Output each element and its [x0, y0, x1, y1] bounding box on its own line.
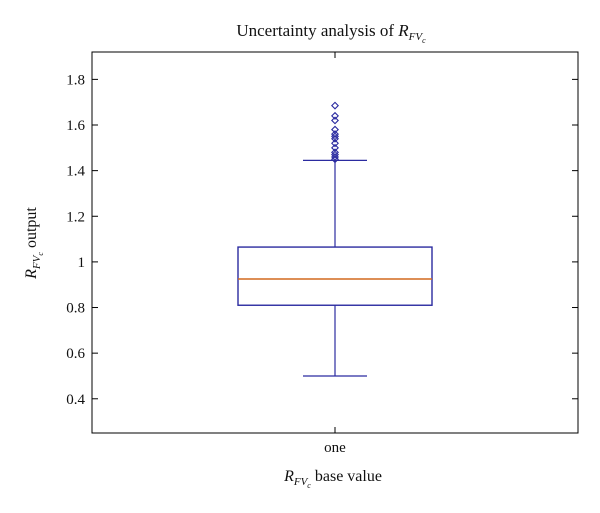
outlier-point [331, 125, 339, 134]
ylabel-symbol: R [23, 269, 40, 280]
y-tick-label: 0.6 [66, 346, 85, 362]
outlier-point [331, 111, 339, 120]
ylabel-suffix: output [23, 207, 40, 252]
chart-title: Uncertainty analysis of RFVc [236, 21, 426, 45]
title-subsubscript: c [422, 36, 426, 45]
outlier-point [331, 101, 339, 110]
y-tick-label: 1.2 [66, 209, 85, 225]
y-tick-label: 1 [78, 255, 86, 271]
y-tick-label: 1.4 [66, 164, 85, 180]
ylabel-subsubscript: c [36, 252, 45, 256]
box-plot-marks [237, 101, 433, 377]
outlier-point [331, 134, 339, 143]
x-tick-label: one [324, 440, 346, 456]
outlier-point [331, 143, 339, 152]
y-tick-label: 1.6 [66, 118, 85, 134]
outlier-point [331, 148, 339, 157]
title-prefix: Uncertainty analysis of [236, 21, 398, 40]
y-tick-label: 0.4 [66, 392, 85, 408]
outlier-point [331, 116, 339, 125]
xlabel-subsubscript: c [307, 481, 311, 490]
y-axis-label: RFVc output [23, 207, 45, 280]
xlabel-suffix: base value [311, 468, 382, 485]
outlier-point [331, 152, 339, 161]
xlabel-subscript: FV [293, 476, 309, 488]
outlier-point [331, 139, 339, 148]
title-subscript: FV [408, 31, 424, 43]
outlier-point [331, 130, 339, 139]
ylabel-subscript: FV [31, 254, 43, 270]
outlier-point [331, 150, 339, 159]
x-axis: one [324, 52, 346, 456]
xlabel-symbol: R [283, 468, 294, 485]
y-tick-label: 1.8 [66, 72, 85, 88]
y-axis: 0.4 0.6 0.8 1 1.2 1.4 1.6 1.8 [66, 72, 578, 408]
interquartile-box [237, 246, 433, 306]
y-tick-label: 0.8 [66, 301, 85, 317]
title-symbol: R [397, 21, 409, 40]
outlier-point [331, 132, 339, 141]
x-axis-label: RFVc base value [283, 468, 382, 490]
